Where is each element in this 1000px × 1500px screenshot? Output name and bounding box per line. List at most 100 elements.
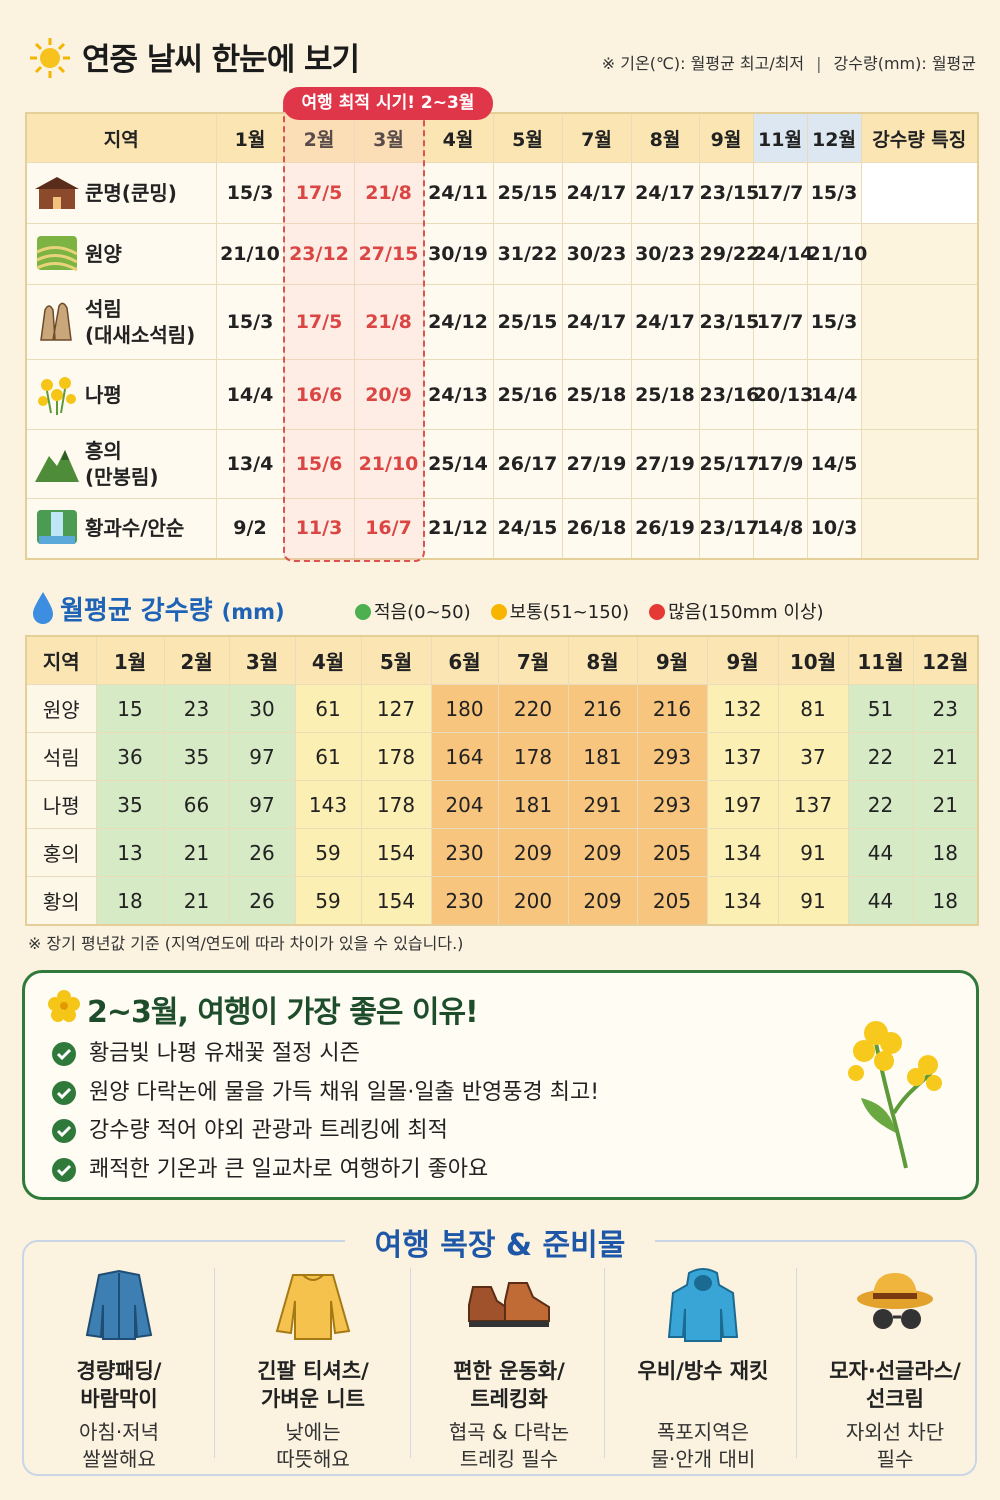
page-title: 연중 날씨 한눈에 보기 [82,42,360,78]
region-icon [37,510,77,545]
item-desc-line: 협곡 & 다락논 [448,1420,570,1444]
legend-dot [649,604,666,620]
packing-item: 편한 운동화/트레킹화 협곡 & 다락논 트레킹 필수 [412,1265,606,1473]
table-row: 황과수/안순 9/2 11/3 16/7 21/12 24/15 26/18 26/19 23/… [25,498,979,559]
temperature: 24/11 [422,162,494,224]
item-desc-line: 물·안개 대비 [650,1447,756,1471]
packing-item: 모자·선글라스/선크림 자외선 차단 필수 [798,1265,992,1473]
item-name: 우비/방수 재킷 [606,1357,800,1385]
rainfall: 216 [567,684,638,733]
region-name: 황과수/안순 [85,515,184,541]
table-row: 석림 (대새소석림) 15/3 17/5 21/8 24/12 25/15 24/17 24/1… [25,284,979,360]
column-header: 5월 [492,112,563,163]
legend-dot [355,604,371,620]
item-desc-line: 폭포지역은 [657,1420,749,1444]
temperature: 24/17 [561,284,632,360]
legend-item: 많음(150mm 이상) [649,602,833,623]
table-row: 석림 36 35 97 61 178 164 178 181 293 137 37 22 21 [25,732,979,781]
temperature: 27/19 [561,429,632,499]
reason-item: 원양 다락논에 물을 가득 채워 일몰·일출 반영풍경 최고! [51,1074,599,1113]
item-icon [667,1268,739,1342]
rainfall: 216 [636,684,708,733]
region-icon [40,302,72,341]
temperature: 15/3 [215,162,285,224]
divider [214,1268,215,1458]
region-cell: 황과수/안순 [25,498,217,559]
column-header: 4월 [422,112,494,163]
rainfall: 97 [228,732,296,781]
rainfall: 18 [95,876,165,926]
table-row: 원양 15 23 30 61 127 180 220 216 216 132 81 51 23 [25,684,979,733]
rainfall: 132 [706,684,779,733]
temperature: 21/10 [215,223,285,285]
temperature: 30/23 [561,223,632,285]
rainfall: 164 [430,732,499,781]
rainfall: 209 [567,876,638,926]
reason-item: 황금빛 나평 유채꽃 절정 시즌 [51,1035,599,1074]
rainfall: 51 [847,684,914,733]
rainfall: 209 [567,828,638,877]
rainfall: 230 [430,828,499,877]
header-row: 지역 1월 2월 3월 4월 5월 7월 8월 9월 11월 12월 강수량 특징 [25,112,979,163]
column-header: 2월 [163,635,230,685]
column-header: 8월 [567,635,638,685]
temperature: 16/7 [353,498,424,559]
item-desc-line: 아침·저녁 [79,1420,159,1444]
temperature: 26/19 [630,498,700,559]
empty-cell [860,498,979,559]
temperature: 29/22 [698,223,759,285]
rainfall: 61 [294,684,362,733]
rainfall: 22 [847,780,914,829]
rainfall: 44 [847,876,914,926]
rainfall: 59 [294,828,362,877]
temperature: 23/16 [698,359,759,430]
empty-cell [860,223,979,285]
rainfall: 200 [497,876,569,926]
temperature: 11/3 [283,498,355,559]
region-name-line: (만봉림) [85,465,159,489]
temperature: 15/3 [215,284,285,360]
rainfall: 178 [360,732,432,781]
rainfall: 137 [706,732,779,781]
item-name-line: 가벼운 니트 [261,1387,365,1411]
item-icon [857,1273,933,1329]
region-cell: 석림 (대새소석림) [25,284,217,360]
column-header: 6월 [430,635,499,685]
temperature: 26/17 [492,429,563,499]
rainfall: 137 [777,780,849,829]
temperature: 17/7 [752,162,808,224]
temperature: 17/5 [283,162,355,224]
reasons-list: 황금빛 나평 유채꽃 절정 시즌 원양 다락논에 물을 가득 채워 일몰·일출 반… [51,1035,599,1189]
empty-cell [860,429,979,499]
rainfall: 59 [294,876,362,926]
temperature: 21/10 [806,223,867,285]
temperature: 31/22 [492,223,563,285]
column-header: 12월 [806,112,862,163]
region-name-line: 원양 [85,242,122,266]
temperature: 20/9 [353,359,424,430]
temperature: 25/14 [422,429,494,499]
region-icon [35,177,79,209]
reason-text: 강수량 적어 야외 관광과 트레킹에 최적 [89,1118,448,1143]
item-desc-line: 필수 [876,1447,914,1471]
item-desc: 자외선 차단 필수 [798,1419,992,1473]
rainfall: 230 [430,876,499,926]
drop-icon [33,592,53,624]
column-header: 12월 [912,635,979,685]
notes: ※ 기온(℃): 월평균 최고/최저 | 강수량(mm): 월평균 [601,54,976,73]
rainfall: 134 [706,828,779,877]
item-desc-line: 쌀쌀해요 [82,1447,156,1471]
column-header: 7월 [497,635,569,685]
column-header: 3월 [353,112,424,163]
table-row: 홍의 13 21 26 59 154 230 209 209 205 134 91 44 18 [25,828,979,877]
column-header: 7월 [561,112,632,163]
item-desc: 낮에는 따뜻해요 [216,1419,410,1473]
temperature: 21/8 [353,162,424,224]
table-row: 쿤명(쿤밍) 15/3 17/5 21/8 24/11 25/15 24/17 24/17 23… [25,162,979,224]
column-header: 3월 [228,635,296,685]
table-row: 황의 18 21 26 59 154 230 200 209 205 134 91 44 18 [25,876,979,926]
rainfall: 21 [912,732,979,781]
reason-item: 강수량 적어 야외 관광과 트레킹에 최적 [51,1112,599,1151]
